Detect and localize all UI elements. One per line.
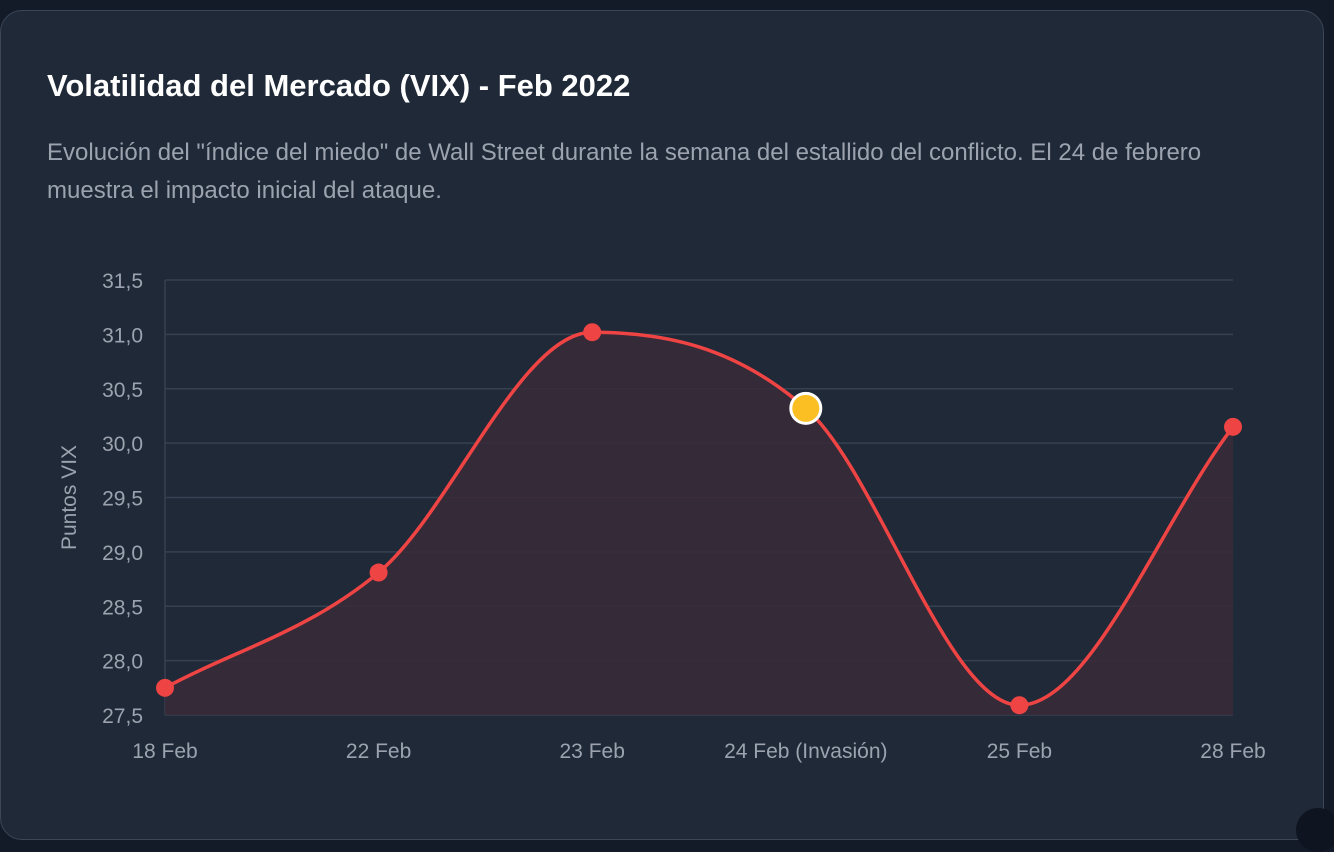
data-point[interactable] (583, 323, 602, 342)
y-tick-label: 28,0 (102, 651, 143, 674)
highlight-data-point[interactable] (789, 391, 823, 425)
corner-resize-handle (1296, 808, 1334, 852)
data-point[interactable] (369, 563, 388, 582)
data-point[interactable] (1224, 417, 1242, 436)
y-tick-label: 30,5 (102, 379, 143, 402)
data-points (156, 323, 1242, 715)
chart-subtitle: Evolución del "índice del miedo" de Wall… (47, 139, 1202, 204)
y-tick-label: 30,0 (102, 433, 143, 456)
vix-line-chart: 27,5 28,0 28,5 29,0 29,5 30,0 30,5 31,0 31,5 18 … (58, 270, 1266, 763)
x-axis-ticks: 18 Feb 22 Feb 23 Feb 24 Feb (Invasión) 25 Fe… (132, 740, 1265, 763)
y-axis-ticks: 27,5 28,0 28,5 29,0 29,5 30,0 30,5 31,0 31,5 (102, 270, 143, 728)
area-fill (165, 332, 1233, 715)
x-tick-label: 28 Feb (1200, 740, 1265, 763)
y-tick-label: 27,5 (102, 705, 143, 728)
y-axis-label: Puntos VIX (58, 445, 81, 550)
x-tick-label: 25 Feb (987, 740, 1052, 763)
x-tick-label: 18 Feb (132, 740, 197, 763)
y-tick-label: 28,5 (102, 596, 143, 619)
data-point[interactable] (1010, 696, 1029, 715)
x-tick-label: 24 Feb (Invasión) (724, 740, 887, 763)
y-tick-label: 29,5 (102, 488, 143, 511)
x-tick-label: 22 Feb (346, 740, 411, 763)
y-tick-label: 29,0 (102, 542, 143, 565)
y-tick-label: 31,5 (102, 270, 143, 293)
data-point[interactable] (156, 678, 174, 697)
chart-title: Volatilidad del Mercado (VIX) - Feb 2022 (47, 68, 631, 103)
x-tick-label: 23 Feb (560, 740, 625, 763)
y-tick-label: 31,0 (102, 324, 143, 347)
